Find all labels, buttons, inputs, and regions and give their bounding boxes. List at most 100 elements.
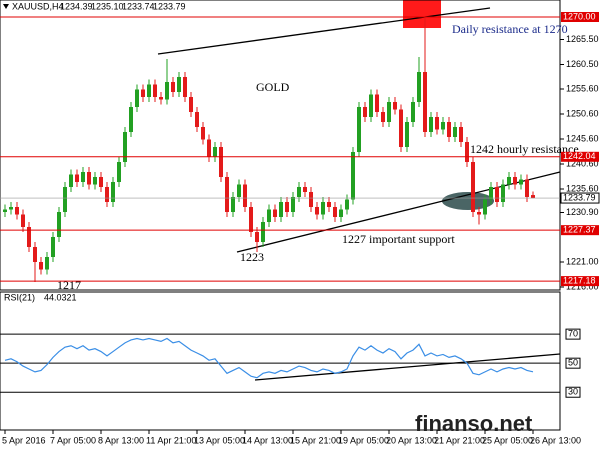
candle-body xyxy=(57,212,61,237)
candle-body xyxy=(63,187,67,212)
level-label-box xyxy=(561,225,599,236)
candle-body xyxy=(369,94,373,117)
main-frame xyxy=(0,0,561,291)
y-tick-label: 1265.50 xyxy=(566,34,599,44)
x-tick-label: 13 Apr 05:00 xyxy=(194,435,245,445)
x-tick-label: 14 Apr 13:00 xyxy=(242,435,293,445)
candle-body xyxy=(291,197,295,212)
candle-body xyxy=(381,112,385,122)
candle-body xyxy=(123,132,127,162)
candle-body xyxy=(231,197,235,212)
candle-body xyxy=(327,202,331,207)
candle-body xyxy=(273,209,277,217)
trendline xyxy=(254,353,561,381)
candle-body xyxy=(111,182,115,202)
candle-body xyxy=(15,207,19,215)
x-tick-label: 15 Apr 21:00 xyxy=(290,435,341,445)
candle-body xyxy=(477,212,481,215)
trendline xyxy=(236,171,561,253)
candle-body xyxy=(129,107,133,132)
y-tick-label: 1250.60 xyxy=(566,108,599,118)
x-tick-label: 7 Apr 05:00 xyxy=(50,435,96,445)
candle-body xyxy=(393,102,397,110)
candle-body xyxy=(501,184,505,202)
candle-body xyxy=(417,72,421,102)
candle-body xyxy=(243,184,247,207)
y-tick-label: 1240.60 xyxy=(566,158,599,168)
level-label-box xyxy=(565,386,581,398)
candle-body xyxy=(159,97,163,100)
y-tick-label: 1245.60 xyxy=(566,133,599,143)
candle-body xyxy=(177,77,181,92)
candle-body xyxy=(519,179,523,185)
menu-arrow xyxy=(3,4,9,9)
y-tick-label: 1235.60 xyxy=(566,183,599,193)
annotation: 1223 xyxy=(240,250,264,264)
candle-body xyxy=(531,195,535,199)
watermark: finanso.net xyxy=(415,411,533,436)
candle-body xyxy=(339,209,343,217)
candle-body xyxy=(507,177,511,185)
candle-body xyxy=(27,227,31,247)
highlight-blob xyxy=(442,192,494,210)
candle-body xyxy=(513,177,517,185)
candle-body xyxy=(75,174,79,182)
chart-title: GOLD xyxy=(256,80,290,94)
candle-body xyxy=(21,214,25,227)
candle-body xyxy=(483,199,487,215)
rsi-title: RSI(21) xyxy=(4,292,35,302)
resistance-zone xyxy=(403,0,441,28)
candle-body xyxy=(321,202,325,215)
candle-body xyxy=(3,209,7,212)
symbol: XAUUSD,H4 xyxy=(12,1,64,11)
candle-body xyxy=(525,179,529,197)
candle-body xyxy=(351,152,355,200)
ohlc-label: 1233.79 xyxy=(153,1,186,11)
candle-body xyxy=(219,147,223,177)
y-tick-label: 30 xyxy=(568,387,578,397)
x-tick-label: 21 Apr 21:00 xyxy=(434,435,485,445)
level-label-box xyxy=(565,357,581,369)
level-label-box xyxy=(565,328,581,340)
candle-body xyxy=(117,162,121,182)
x-tick-label: 25 Apr 05:00 xyxy=(482,435,533,445)
candle-body xyxy=(165,82,169,100)
candle-body xyxy=(309,192,313,207)
rsi-value: 44.0321 xyxy=(44,292,77,302)
candle-body xyxy=(297,187,301,197)
candle-body xyxy=(171,82,175,92)
candle-body xyxy=(489,187,493,200)
candle-body xyxy=(375,94,379,112)
x-tick-label: 5 Apr 2016 xyxy=(2,435,46,445)
rsi-frame xyxy=(0,291,561,431)
candle-body xyxy=(45,257,49,270)
candle-body xyxy=(441,122,445,130)
candle-body xyxy=(9,207,13,210)
candle-body xyxy=(315,207,319,215)
level-label-box xyxy=(561,12,599,22)
candle-body xyxy=(225,177,229,212)
y-tick-label: 70 xyxy=(568,329,578,339)
y-tick-label: 1230.90 xyxy=(566,207,599,217)
annotation: 1227 important support xyxy=(342,232,455,246)
candle-body xyxy=(399,109,403,147)
y-tick-label: 1221.00 xyxy=(566,256,599,266)
candle-body xyxy=(213,147,217,157)
x-tick-label: 11 Apr 21:00 xyxy=(146,435,196,445)
candle-body xyxy=(423,72,427,132)
candle-body xyxy=(495,187,499,202)
candle-body xyxy=(333,207,337,217)
candle-body xyxy=(237,184,241,197)
x-tick-label: 26 Apr 13:00 xyxy=(530,435,581,445)
candle-body xyxy=(471,162,475,212)
candle-body xyxy=(249,207,253,232)
candle-body xyxy=(345,199,349,210)
ohlc-label: 1233.74 xyxy=(122,1,155,11)
candle-body xyxy=(39,262,43,270)
level-label: 1217.18 xyxy=(563,275,596,285)
candle-body xyxy=(93,177,97,185)
candle-body xyxy=(87,172,91,185)
candle-body xyxy=(33,247,37,262)
